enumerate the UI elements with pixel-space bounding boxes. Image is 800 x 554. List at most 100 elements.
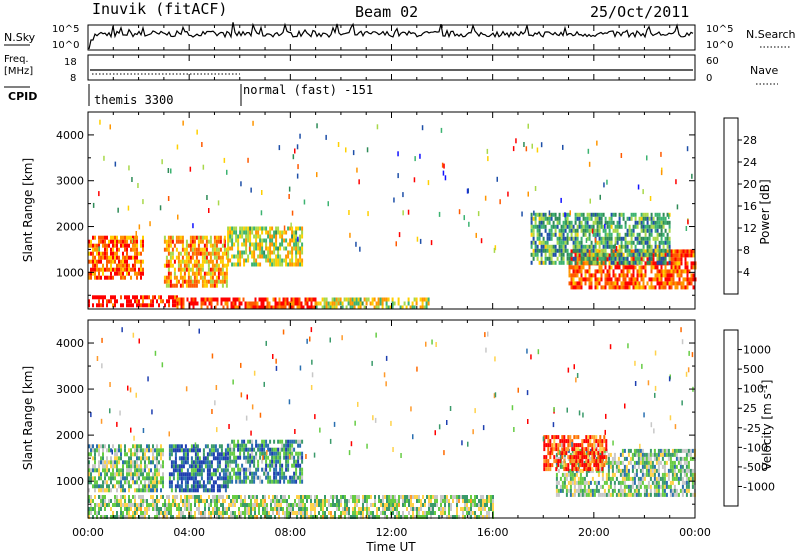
heatmap-cell xyxy=(622,256,625,261)
heatmap-cell xyxy=(646,228,649,233)
heatmap-cell xyxy=(591,443,594,448)
heatmap-cell xyxy=(660,273,663,278)
heatmap-cell xyxy=(289,242,292,247)
heatmap-cell xyxy=(261,246,264,251)
heatmap-cell xyxy=(102,251,104,256)
heatmap-cell xyxy=(366,495,368,499)
heatmap-cell xyxy=(464,515,466,519)
heatmap-cell xyxy=(306,507,308,511)
heatmap-cell xyxy=(525,146,528,152)
heatmap-cell xyxy=(630,240,633,245)
heatmap-cell xyxy=(176,480,179,485)
heatmap-cell xyxy=(366,507,368,511)
heatmap-cell xyxy=(492,503,494,507)
heatmap-cell xyxy=(108,275,110,280)
heatmap-cell xyxy=(294,511,296,515)
heatmap-cell xyxy=(579,448,582,453)
heatmap-cell xyxy=(297,475,300,480)
heatmap-cell xyxy=(689,476,692,481)
heatmap-cell xyxy=(562,240,565,245)
heatmap-cell xyxy=(548,228,551,233)
heatmap-cell xyxy=(660,285,663,290)
heatmap-cell xyxy=(316,499,318,503)
heatmap-cell xyxy=(646,236,649,241)
heatmap-cell xyxy=(294,503,296,507)
heatmap-cell xyxy=(197,271,200,276)
heatmap-cell xyxy=(576,269,579,274)
nsky-trace xyxy=(88,22,694,50)
heatmap-cell xyxy=(669,480,672,485)
heatmap-cell xyxy=(649,456,652,461)
heatmap-cell xyxy=(165,275,168,280)
heatmap-cell xyxy=(618,260,621,265)
heatmap-cell xyxy=(274,503,276,507)
heatmap-cell xyxy=(174,299,176,304)
heatmap-cell xyxy=(678,253,681,258)
heatmap-cell xyxy=(179,267,182,272)
heatmap-cell xyxy=(244,305,247,310)
heatmap-cell xyxy=(291,262,294,267)
heatmap-cell xyxy=(104,243,106,248)
heatmap-cell xyxy=(444,503,446,507)
heatmap-cell xyxy=(227,250,230,255)
heatmap-cell xyxy=(106,515,108,519)
heatmap-cell xyxy=(332,503,334,507)
heatmap-cell xyxy=(683,448,686,453)
heatmap-cell xyxy=(610,232,613,237)
heatmap-cell xyxy=(575,463,578,468)
heatmap-cell xyxy=(621,476,624,481)
heatmap-cell xyxy=(538,232,541,237)
heatmap-cell xyxy=(590,256,593,261)
heatmap-cell xyxy=(580,236,583,241)
heatmap-cell xyxy=(616,224,619,229)
heatmap-cell xyxy=(636,260,639,265)
heatmap-cell xyxy=(548,256,551,261)
heatmap-cell xyxy=(560,244,563,249)
heatmap-cell xyxy=(591,488,594,493)
heatmap-cell xyxy=(688,253,691,258)
heatmap-cell xyxy=(267,475,270,480)
heatmap-cell xyxy=(258,511,260,515)
heatmap-cell xyxy=(239,254,242,259)
heatmap-cell xyxy=(682,285,685,290)
heatmap-cell xyxy=(297,451,300,456)
heatmap-cell xyxy=(212,484,215,489)
heatmap-cell xyxy=(334,503,336,507)
heatmap-cell xyxy=(178,515,180,519)
heatmap-cell xyxy=(552,260,555,265)
heatmap-cell xyxy=(488,495,490,499)
heatmap-cell xyxy=(274,305,277,310)
heatmap-cell xyxy=(634,216,637,221)
heatmap-cell xyxy=(480,511,482,515)
heatmap-cell xyxy=(460,495,462,499)
heatmap-cell xyxy=(102,460,104,465)
heatmap-cell xyxy=(188,472,191,477)
heatmap-cell xyxy=(241,254,244,259)
heatmap-cell xyxy=(577,455,580,460)
heatmap-cell xyxy=(490,499,492,503)
heatmap-cell xyxy=(637,484,640,489)
heatmap-cell xyxy=(100,515,102,519)
heatmap-cell xyxy=(168,499,170,503)
heatmap-cell xyxy=(600,265,603,270)
heatmap-cell xyxy=(566,252,569,257)
heatmap-cell xyxy=(168,448,171,453)
heatmap-cell xyxy=(574,220,577,225)
heatmap-cell xyxy=(98,472,100,477)
heatmap-cell xyxy=(287,254,290,259)
heatmap-cell xyxy=(150,495,152,499)
heatmap-cell xyxy=(321,305,324,310)
heatmap-cell xyxy=(214,456,217,461)
heatmap-cell xyxy=(179,259,182,264)
heatmap-cell xyxy=(229,463,232,468)
heatmap-cell xyxy=(235,471,238,476)
heatmap-cell xyxy=(110,275,112,280)
heatmap-cell xyxy=(232,499,234,503)
heatmap-cell xyxy=(532,236,535,241)
heatmap-cell xyxy=(182,297,185,302)
heatmap-cell xyxy=(148,460,150,465)
heatmap-cell xyxy=(640,277,643,282)
heatmap-cell xyxy=(198,503,200,507)
heatmap-cell xyxy=(242,297,245,302)
heatmap-cell xyxy=(290,297,293,302)
